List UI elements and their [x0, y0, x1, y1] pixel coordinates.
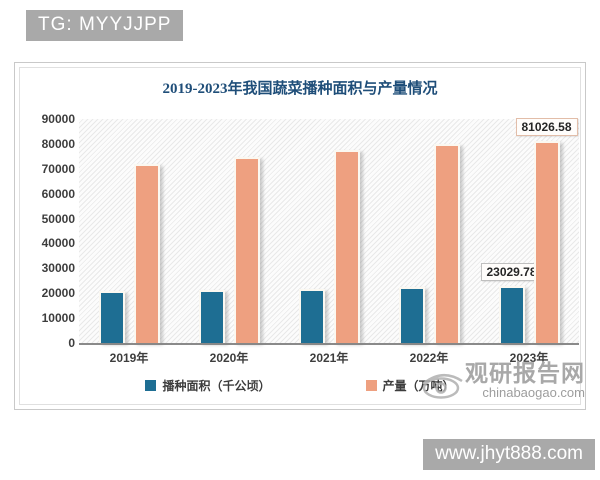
website-watermark-badge: www.jhyt888.com — [423, 439, 595, 470]
y-tick-label: 70000 — [41, 161, 75, 176]
y-tick-label: 60000 — [41, 186, 75, 201]
x-tick-label: 2019年 — [109, 351, 149, 365]
y-tick-label: 0 — [68, 336, 75, 350]
bar-播种面积（千公顷）-2020年 — [198, 289, 225, 343]
bar-产量（万吨）-2021年 — [333, 150, 360, 343]
y-tick-label: 40000 — [41, 236, 75, 251]
bar-产量（万吨）-2020年 — [233, 156, 260, 343]
bar-group-2022年 — [398, 119, 460, 343]
plot-area: 23029.78 81026.58 — [79, 118, 579, 345]
bar-播种面积（千公顷）-2022年 — [398, 287, 425, 343]
y-tick-label: 50000 — [41, 211, 75, 226]
bar-group-2021年 — [298, 119, 360, 343]
telegram-watermark-text: TG: MYYJJPP — [38, 14, 172, 35]
bar-产量（万吨）-2019年 — [133, 163, 160, 343]
bar-group-2019年 — [98, 119, 160, 343]
legend-swatch-icon — [145, 380, 157, 391]
data-label: 23029.78 — [480, 262, 543, 281]
x-tick-label: 2020年 — [209, 351, 249, 365]
legend: 播种面积（千公顷） 产量（万吨） — [15, 377, 585, 394]
bar-播种面积（千公顷）-2019年 — [98, 291, 125, 343]
y-tick-label: 10000 — [41, 311, 75, 326]
legend-label: 产量（万吨） — [382, 379, 455, 393]
y-tick-label: 20000 — [41, 286, 75, 301]
website-watermark-text: www.jhyt888.com — [435, 443, 583, 464]
bar-产量（万吨）-2023年: 81026.58 — [515, 118, 578, 343]
chart-card: 2019-2023年我国蔬菜播种面积与产量情况 90000 80000 70000 6… — [14, 62, 586, 410]
bar-group-2023年: 23029.78 81026.58 — [480, 118, 578, 343]
y-tick-label: 30000 — [41, 261, 75, 276]
y-axis: 90000 80000 70000 60000 50000 40000 30000 20000… — [15, 112, 75, 350]
bar-group-2020年 — [198, 119, 260, 343]
legend-item: 产量（万吨） — [365, 377, 455, 394]
x-tick-label: 2023年 — [509, 351, 549, 365]
y-tick-label: 90000 — [41, 112, 75, 126]
y-tick-label: 80000 — [41, 136, 75, 151]
legend-swatch-icon — [365, 380, 377, 391]
chart-title: 2019-2023年我国蔬菜播种面积与产量情况 — [162, 81, 438, 97]
telegram-watermark-badge: TG: MYYJJPP — [26, 10, 184, 41]
x-tick-label: 2021年 — [309, 351, 349, 365]
legend-item: 播种面积（千公顷） — [145, 377, 271, 394]
x-axis: 2019年 2020年 2021年 2022年 2023年 — [79, 349, 579, 366]
bar-产量（万吨）-2022年 — [433, 143, 460, 343]
bar-播种面积（千公顷）-2021年 — [298, 288, 325, 343]
x-tick-label: 2022年 — [409, 351, 449, 365]
bar-播种面积（千公顷）-2023年: 23029.78 — [480, 262, 543, 343]
legend-label: 播种面积（千公顷） — [162, 379, 271, 393]
data-label: 81026.58 — [515, 118, 578, 137]
